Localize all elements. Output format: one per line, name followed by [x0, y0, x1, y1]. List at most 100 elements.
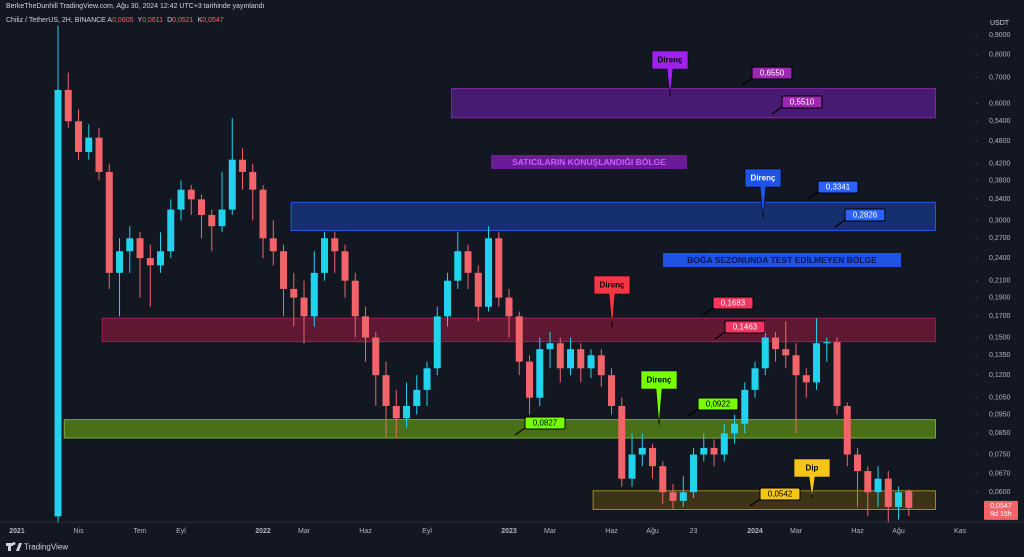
x-tick-label: Haz	[359, 528, 372, 535]
legend-value: 0,0605	[112, 17, 134, 24]
leader-line	[771, 106, 783, 115]
x-tick-label: Ağu	[646, 528, 659, 535]
x-tick-label: Kas	[954, 528, 967, 535]
callout-text: Direnç	[647, 376, 672, 385]
candle-body	[146, 258, 154, 266]
y-tick-label: 0,1500	[989, 334, 1011, 341]
candle-body	[854, 454, 862, 472]
price-label-box	[781, 95, 823, 109]
candle-body	[649, 447, 657, 467]
candle-body	[331, 238, 339, 252]
price-label: 0,6550	[760, 69, 785, 78]
candle-body	[720, 433, 728, 455]
candle-body	[239, 159, 247, 172]
legend-key: A	[107, 17, 113, 24]
legend-value: 0,0547	[202, 17, 224, 24]
candle-body	[218, 209, 226, 227]
candle-body	[321, 238, 329, 273]
x-tick-label: Mar	[544, 528, 557, 535]
candle-body	[710, 447, 718, 455]
candle-body	[772, 337, 780, 350]
x-tick-label: Nis	[73, 528, 84, 535]
x-tick-label: Haz	[605, 528, 618, 535]
candle-body	[136, 238, 144, 259]
callout-text: Direnç	[751, 174, 776, 183]
y-tick-label: 0,0750	[989, 451, 1011, 458]
zones	[63, 88, 936, 510]
y-tick-label: 0,0950	[989, 411, 1011, 418]
x-tick-label: 2021	[9, 528, 25, 535]
candle-body	[884, 478, 892, 507]
candle-body	[290, 288, 298, 298]
currency: USDT	[990, 20, 1010, 27]
y-tick-label: 0,1700	[989, 313, 1011, 320]
price-label-box	[759, 487, 801, 501]
y-tick-label: 0,8000	[989, 52, 1011, 59]
x-tick-label: 2022	[255, 528, 271, 535]
candle-body	[700, 447, 708, 455]
price-label: 0,5510	[790, 98, 815, 107]
y-tick-label: 0,0850	[989, 430, 1011, 437]
candle-body	[669, 492, 677, 501]
candle-body	[515, 316, 523, 362]
callout	[744, 168, 782, 219]
x-tick-label: 23	[690, 528, 698, 535]
zone	[63, 419, 936, 439]
candle-body	[690, 454, 698, 493]
candle-body	[259, 189, 267, 239]
brand: TradingView	[24, 543, 68, 552]
candle-body	[751, 368, 759, 390]
leader-line	[514, 427, 526, 436]
legend-key: K	[197, 17, 203, 24]
leader-line	[807, 191, 819, 200]
candle-body	[823, 342, 831, 344]
y-tick-label: 0,2700	[989, 235, 1011, 242]
price-label-box	[712, 296, 754, 310]
candle-body	[105, 171, 113, 273]
candles	[54, 25, 913, 523]
leader-line	[749, 498, 761, 507]
region-label-box	[491, 155, 687, 169]
x-tick-label: 2023	[501, 528, 517, 535]
candle-body	[905, 490, 913, 508]
candle-body	[782, 349, 790, 356]
header: BerkeTheDunhill TradingView.com, Ağu 30,…	[6, 3, 265, 10]
candle-body	[64, 89, 72, 122]
symbol: Chiliz / TetherUS, 2H, BINANCE	[6, 17, 106, 24]
price-label-box	[817, 180, 859, 194]
legend-key: Y	[137, 17, 143, 24]
price-label: 0,1683	[721, 299, 746, 308]
candle-body	[116, 251, 124, 273]
y-tick-label: 0,6000	[989, 100, 1011, 107]
legend-key: D	[167, 17, 173, 24]
y-tick-label: 0,3400	[989, 196, 1011, 203]
candle-body	[341, 251, 349, 281]
y-tick-label: 0,1900	[989, 294, 1011, 301]
price-label: 0,3341	[826, 183, 851, 192]
y-tick-label: 0,1050	[989, 395, 1011, 402]
brand-logo	[6, 542, 22, 551]
price-label: 0,1463	[733, 323, 758, 332]
candle-body	[228, 159, 236, 210]
last-price-box	[984, 500, 1018, 520]
x-tick-label: Ağu	[892, 528, 905, 535]
callout-text: Direnç	[658, 56, 683, 65]
y-tick-label: 0,3000	[989, 217, 1011, 224]
x-tick-label: Haz	[851, 528, 864, 535]
candle-body	[546, 343, 554, 350]
candle-body	[577, 349, 585, 369]
price-label: 0,0922	[706, 400, 731, 409]
leader-line	[687, 408, 699, 417]
callout	[651, 50, 689, 98]
candle-body	[177, 189, 185, 210]
candle-body	[895, 492, 903, 507]
leader-line	[702, 307, 714, 316]
region-label: BOĞA SEZONUNDA TEST EDİLMEYEN BÖLGE	[687, 254, 877, 265]
candle-body	[413, 389, 421, 406]
candle-body	[157, 251, 165, 266]
candle-body	[802, 375, 810, 383]
price-label-box	[697, 397, 739, 411]
candle-body	[608, 375, 616, 406]
price-label-box	[724, 320, 766, 334]
ohlc-legend: A0,0605 Y0,0611 D0,0521 K0,0547	[107, 17, 227, 24]
